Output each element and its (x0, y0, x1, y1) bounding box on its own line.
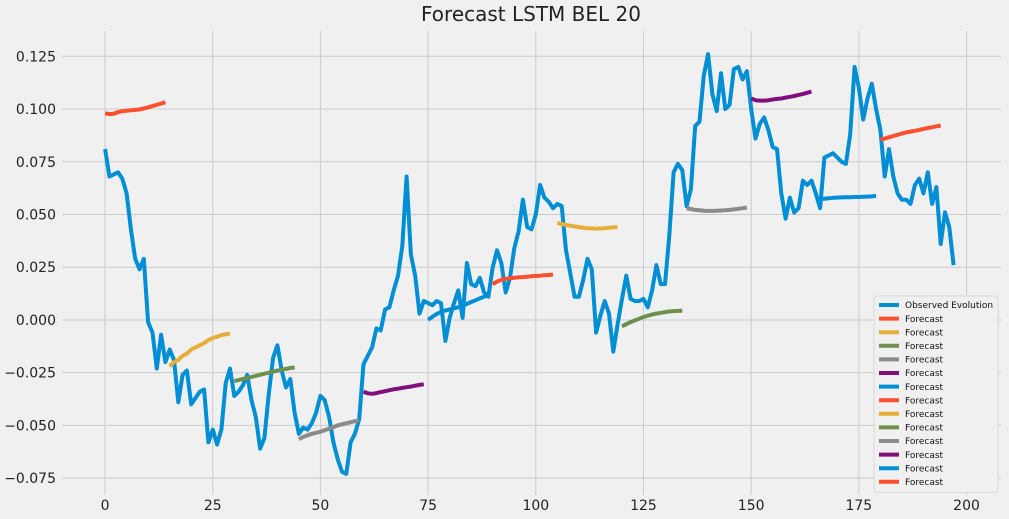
legend-label: Forecast (905, 410, 944, 420)
legend-label: Forecast (905, 342, 944, 352)
forecast-line-5 (362, 382, 425, 396)
forecast-line-9 (621, 308, 683, 329)
x-tick-label: 50 (312, 498, 330, 514)
y-tick-label: 0.100 (16, 102, 56, 118)
y-tick-label: −0.075 (4, 471, 56, 487)
x-tick-label: 0 (101, 498, 110, 514)
plot-area (62, 31, 1001, 495)
forecast-line-13 (879, 123, 942, 142)
legend-label: Forecast (905, 451, 944, 461)
forecast-line-12 (815, 193, 877, 202)
legend-label: Forecast (905, 464, 944, 474)
y-tick-label: −0.050 (4, 418, 56, 434)
chart-title: Forecast LSTM BEL 20 (421, 2, 641, 26)
y-axis-ticks: −0.075 −0.050 −0.025 0.000 0.025 0.050 0.075 0.… (4, 49, 56, 487)
legend-label: Forecast (905, 424, 944, 434)
y-tick-label: 0.000 (16, 313, 56, 329)
y-tick-label: 0.025 (16, 260, 56, 276)
legend-label: Forecast (905, 315, 944, 325)
legend-label: Forecast (905, 328, 944, 338)
legend-label: Forecast (905, 437, 944, 447)
y-tick-label: 0.125 (16, 49, 56, 65)
y-tick-label: 0.050 (16, 207, 56, 223)
forecast-line-7 (491, 272, 554, 286)
x-tick-label: 200 (953, 498, 980, 514)
x-tick-label: 75 (419, 498, 437, 514)
legend-label: Forecast (905, 356, 944, 366)
legend-label: Forecast (905, 396, 944, 406)
forecast-line-10 (686, 205, 748, 213)
legend-box (873, 295, 999, 493)
forecast-line-11 (750, 89, 813, 103)
x-tick-label: 125 (630, 498, 657, 514)
legend-label: Observed Evolution (905, 301, 993, 311)
forecast-line-4 (298, 418, 360, 441)
x-tick-label: 150 (738, 498, 765, 514)
x-tick-label: 175 (845, 498, 872, 514)
x-axis-ticks: 0 25 50 75 100 125 150 175 200 (101, 498, 980, 514)
forecast-line-3 (233, 365, 295, 384)
y-tick-label: −0.025 (4, 366, 56, 382)
legend-label: Forecast (905, 369, 944, 379)
series-lines (103, 52, 956, 476)
legend-label: Forecast (905, 478, 944, 488)
legend: Observed Evolution Forecast Forecast Foreca… (873, 295, 999, 493)
x-tick-label: 25 (204, 498, 222, 514)
forecast-line-2 (168, 331, 231, 368)
x-tick-label: 100 (522, 498, 549, 514)
legend-label: Forecast (905, 383, 944, 393)
forecast-line-1 (104, 100, 166, 117)
y-tick-label: 0.075 (16, 155, 56, 171)
forecast-line-8 (556, 220, 618, 231)
forecast-line-6 (426, 293, 490, 322)
